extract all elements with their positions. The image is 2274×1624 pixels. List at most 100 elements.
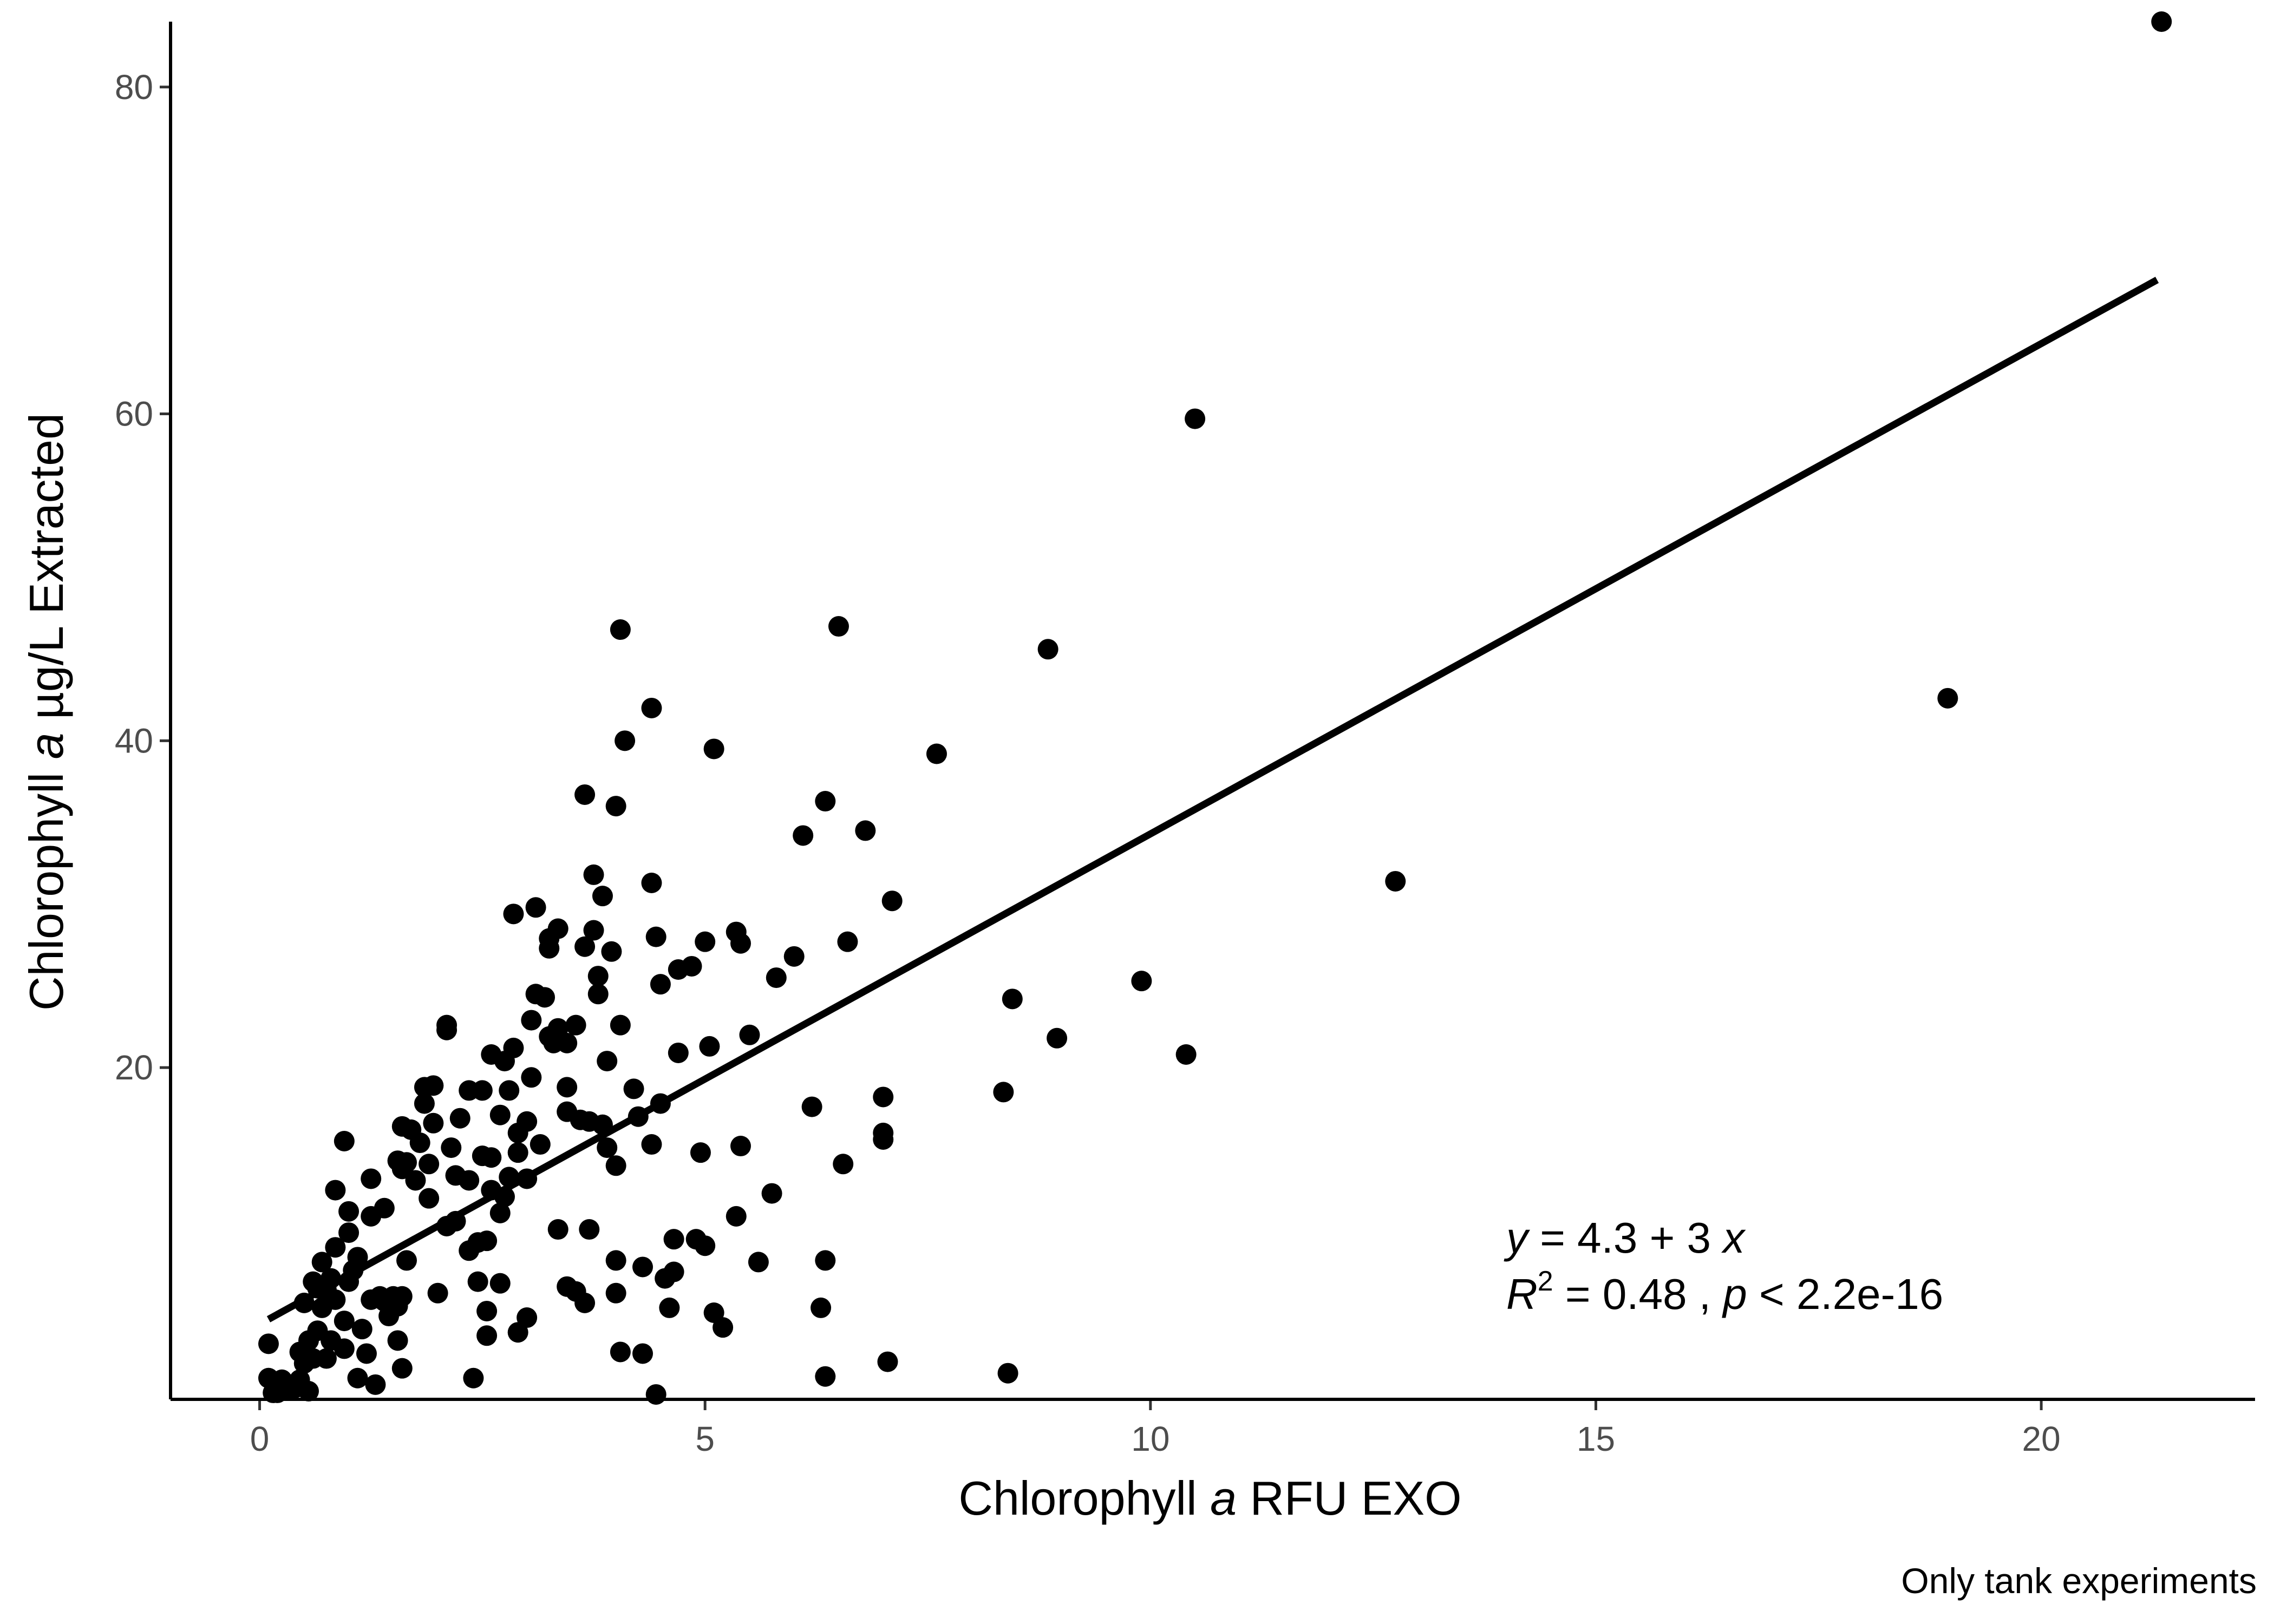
data-point bbox=[645, 1384, 666, 1405]
data-point bbox=[668, 959, 689, 980]
data-point bbox=[423, 1112, 444, 1134]
data-point bbox=[663, 1229, 684, 1250]
x-tick-label: 15 bbox=[1577, 1419, 1615, 1458]
data-point bbox=[641, 873, 662, 894]
data-point bbox=[726, 921, 747, 942]
data-point bbox=[610, 1014, 631, 1036]
data-point bbox=[726, 1206, 747, 1227]
data-point bbox=[298, 1380, 319, 1402]
data-point bbox=[387, 1150, 408, 1171]
data-point bbox=[873, 1086, 894, 1108]
data-point bbox=[597, 1137, 618, 1158]
data-point bbox=[801, 1096, 822, 1117]
data-point bbox=[489, 1273, 511, 1294]
data-point bbox=[855, 820, 876, 841]
data-point bbox=[459, 1080, 480, 1101]
data-point bbox=[668, 1042, 689, 1063]
data-point bbox=[597, 1051, 618, 1072]
data-point bbox=[690, 1142, 711, 1163]
data-point bbox=[391, 1358, 413, 1379]
data-point bbox=[521, 1010, 542, 1031]
data-point bbox=[472, 1145, 493, 1167]
data-point bbox=[427, 1282, 448, 1304]
data-point bbox=[1937, 687, 1958, 709]
data-point bbox=[811, 1297, 832, 1318]
data-point bbox=[605, 1250, 626, 1271]
data-point bbox=[557, 1077, 578, 1098]
data-point bbox=[601, 941, 622, 962]
data-point bbox=[521, 1067, 542, 1088]
data-point bbox=[565, 1014, 586, 1036]
x-axis-title: Chlorophyll a RFU EXO bbox=[958, 1471, 1461, 1525]
data-point bbox=[592, 886, 613, 907]
data-point bbox=[610, 619, 631, 640]
data-point bbox=[605, 1282, 626, 1304]
data-point bbox=[311, 1297, 332, 1318]
data-point bbox=[396, 1250, 417, 1271]
data-point bbox=[547, 1219, 568, 1240]
data-point bbox=[587, 966, 609, 987]
data-point bbox=[761, 1183, 782, 1204]
data-point bbox=[739, 1024, 760, 1045]
data-point bbox=[476, 1300, 498, 1321]
data-point bbox=[365, 1374, 386, 1395]
data-point bbox=[587, 984, 609, 1005]
data-point bbox=[659, 1297, 680, 1318]
data-point bbox=[1175, 1044, 1197, 1065]
data-point bbox=[507, 1122, 528, 1143]
data-point bbox=[632, 1256, 654, 1278]
data-point bbox=[1131, 971, 1152, 992]
data-point bbox=[499, 1080, 520, 1101]
data-points bbox=[258, 11, 2172, 1405]
data-point bbox=[574, 936, 596, 957]
data-point bbox=[815, 791, 836, 812]
data-point bbox=[699, 1036, 720, 1057]
data-point bbox=[641, 697, 662, 718]
data-point bbox=[783, 946, 805, 967]
y-tick-label: 40 bbox=[115, 721, 153, 760]
data-point bbox=[351, 1319, 373, 1340]
data-point bbox=[1002, 988, 1023, 1010]
data-point bbox=[993, 1082, 1014, 1103]
data-point bbox=[1385, 870, 1406, 892]
data-point bbox=[334, 1311, 355, 1332]
y-tick-label: 20 bbox=[115, 1048, 153, 1087]
x-tick-label: 0 bbox=[250, 1419, 270, 1458]
data-point bbox=[445, 1165, 466, 1186]
data-point bbox=[685, 1229, 707, 1250]
data-point bbox=[766, 967, 787, 988]
data-point bbox=[703, 738, 724, 759]
data-point bbox=[361, 1206, 382, 1227]
data-point bbox=[615, 730, 636, 751]
data-point bbox=[557, 1276, 578, 1297]
data-point bbox=[873, 1129, 894, 1150]
chart-caption: Only tank experiments bbox=[1901, 1561, 2257, 1601]
regression-line bbox=[266, 277, 2159, 1322]
data-point bbox=[289, 1341, 310, 1363]
data-point bbox=[815, 1250, 836, 1271]
data-point bbox=[481, 1044, 502, 1065]
data-point bbox=[334, 1131, 355, 1152]
data-point bbox=[414, 1077, 435, 1098]
data-point bbox=[361, 1168, 382, 1189]
data-point bbox=[2151, 11, 2172, 32]
data-point bbox=[436, 1019, 458, 1040]
data-point bbox=[391, 1116, 413, 1137]
data-point bbox=[610, 1341, 631, 1363]
data-point bbox=[605, 1155, 626, 1176]
data-point bbox=[489, 1202, 511, 1223]
data-point bbox=[793, 825, 814, 846]
data-point bbox=[579, 1219, 600, 1240]
data-point bbox=[507, 1142, 528, 1163]
regression-equation: y = 4.3 + 3 x bbox=[1504, 1214, 1746, 1262]
regression-stats: R2 = 0.48 , p < 2.2e-16 bbox=[1506, 1266, 1943, 1318]
data-point bbox=[419, 1154, 440, 1175]
data-point bbox=[1185, 408, 1206, 429]
data-point bbox=[695, 931, 716, 952]
data-point bbox=[325, 1180, 346, 1201]
data-point bbox=[641, 1134, 662, 1155]
data-point bbox=[347, 1367, 368, 1389]
data-point bbox=[881, 890, 903, 912]
data-point bbox=[877, 1351, 898, 1372]
data-point bbox=[837, 931, 858, 952]
